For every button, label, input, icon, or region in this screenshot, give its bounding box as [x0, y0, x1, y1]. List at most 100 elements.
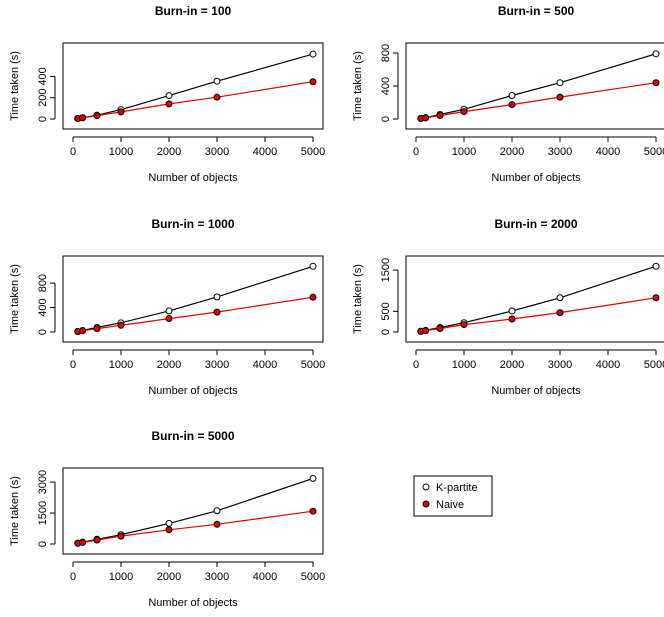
x-tick-label: 1000: [452, 146, 476, 158]
data-point-naive: [213, 308, 221, 316]
chart-title: Burn-in = 500: [498, 4, 575, 18]
legend-box: [413, 475, 493, 517]
x-tick-label: 2000: [500, 359, 524, 371]
x-tick-label: 1000: [452, 359, 476, 371]
y-axis-label: Time taken (s): [9, 476, 21, 546]
y-tick-label: 800: [380, 44, 392, 62]
data-point-k-partite: [309, 50, 317, 58]
x-tick-label: 3000: [548, 359, 572, 371]
data-point-k-partite: [165, 307, 173, 315]
series-line-naive: [77, 296, 314, 333]
x-tick-label: 4000: [596, 146, 620, 158]
x-tick-label: 3000: [548, 146, 572, 158]
y-tick-label: 400: [37, 298, 49, 316]
x-tick-label: 1000: [109, 359, 133, 371]
y-tick-label: 1500: [37, 501, 49, 525]
data-point-naive: [508, 315, 516, 323]
series-line-k-partite: [77, 265, 314, 332]
x-tick-label: 4000: [253, 359, 277, 371]
data-point-naive: [652, 79, 660, 87]
data-point-naive: [165, 315, 173, 323]
chart-title: Burn-in = 1000: [151, 217, 234, 231]
x-tick-label: 1000: [109, 571, 133, 583]
data-point-k-partite: [165, 92, 173, 100]
x-tick-label: 2000: [157, 571, 181, 583]
x-tick-label: 2000: [500, 146, 524, 158]
chart-title: Burn-in = 100: [155, 4, 232, 18]
data-point-naive: [460, 108, 468, 116]
x-tick-label: 5000: [644, 359, 664, 371]
data-point-naive: [436, 112, 444, 120]
x-tick-label: 3000: [205, 571, 229, 583]
data-point-naive: [460, 321, 468, 329]
x-tick-label: 5000: [644, 146, 664, 158]
series-line-k-partite: [77, 53, 314, 119]
data-point-naive: [309, 78, 317, 86]
data-point-k-partite: [508, 91, 516, 99]
data-point-k-partite: [165, 519, 173, 527]
chart-panel-3: Burn-in = 1000 0 1000 2000 3000 4000 5000 0 400 8…: [9, 217, 325, 397]
data-point-naive: [165, 100, 173, 108]
x-tick-label: 4000: [253, 571, 277, 583]
x-tick-label: 1000: [109, 146, 133, 158]
chart-title: Burn-in = 5000: [151, 429, 234, 443]
x-tick-label: 4000: [596, 359, 620, 371]
legend: K-partite Naive: [413, 475, 493, 517]
data-point-naive: [117, 321, 125, 329]
y-tick-label: 800: [37, 274, 49, 292]
data-point-naive: [422, 114, 430, 122]
chart-panel-2: Burn-in = 500 0 1000 2000 3000 4000 5000 0 400 80…: [352, 4, 664, 184]
x-axis-label: Number of objects: [491, 385, 581, 397]
plot-frame: [62, 42, 324, 130]
y-tick-label: 0: [37, 329, 49, 335]
y-tick-label: 200: [37, 89, 49, 107]
data-point-k-partite: [508, 307, 516, 315]
x-tick-label: 2000: [157, 359, 181, 371]
data-point-k-partite: [652, 262, 660, 270]
y-tick-label: 500: [380, 302, 392, 320]
series-line-k-partite: [77, 477, 314, 544]
data-point-naive: [436, 324, 444, 332]
data-point-naive: [422, 327, 430, 335]
plot-frame: [405, 42, 664, 130]
x-axis-label: Number of objects: [491, 172, 581, 184]
data-point-k-partite: [309, 474, 317, 482]
y-tick-label: 0: [380, 116, 392, 122]
legend-label-naive: Naive: [436, 499, 464, 511]
x-tick-label: 0: [70, 359, 76, 371]
chart-title: Burn-in = 2000: [494, 217, 577, 231]
data-point-naive: [652, 294, 660, 302]
y-axis-label: Time taken (s): [352, 51, 364, 121]
y-axis-label: Time taken (s): [9, 51, 21, 121]
plot-frame: [62, 255, 324, 343]
x-tick-label: 5000: [301, 571, 325, 583]
data-point-naive: [213, 520, 221, 528]
data-point-naive: [79, 538, 87, 546]
data-point-naive: [508, 101, 516, 109]
plot-frame: [405, 255, 664, 343]
data-point-naive: [556, 93, 564, 101]
data-point-k-partite: [213, 507, 221, 515]
data-point-k-partite: [652, 50, 660, 58]
y-axis-label: Time taken (s): [352, 264, 364, 334]
data-point-naive: [79, 327, 87, 335]
data-point-naive: [93, 536, 101, 544]
data-point-naive: [556, 309, 564, 317]
y-tick-label: 0: [380, 329, 392, 335]
data-point-naive: [93, 112, 101, 120]
data-point-k-partite: [556, 79, 564, 87]
y-axis-label: Time taken (s): [9, 264, 21, 334]
series-line-k-partite: [420, 265, 657, 332]
data-point-k-partite: [309, 262, 317, 270]
legend-label-k-partite: K-partite: [436, 482, 478, 494]
series-line-k-partite: [420, 53, 657, 119]
plot-frame: [62, 467, 324, 555]
x-axis-label: Number of objects: [148, 385, 238, 397]
x-tick-label: 5000: [301, 146, 325, 158]
data-point-k-partite: [213, 293, 221, 301]
x-tick-label: 0: [70, 146, 76, 158]
x-tick-label: 3000: [205, 359, 229, 371]
legend-marker-k-partite: [422, 483, 430, 491]
